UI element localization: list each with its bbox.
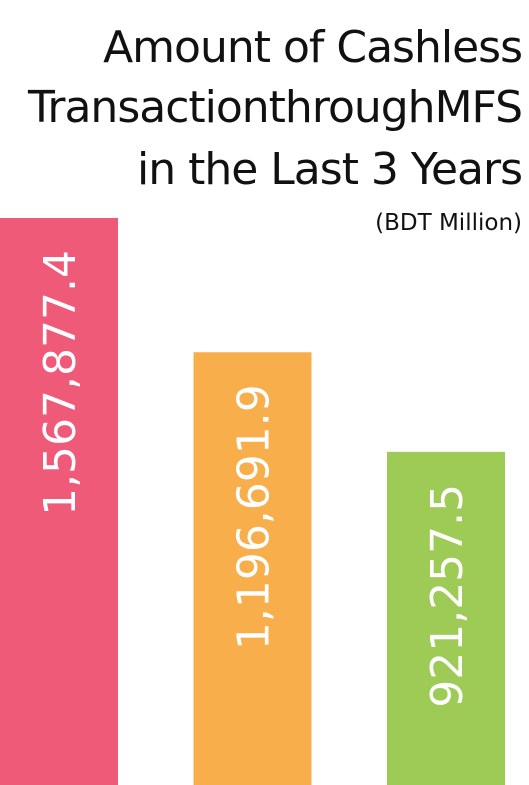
value-label: 921,257.5: [422, 484, 473, 708]
chart-title: in the Last 3 Years: [137, 144, 522, 195]
chart-title: Amount of Cashless: [103, 22, 522, 73]
bar: [0, 218, 118, 785]
value-label: 1,567,877.4: [35, 250, 86, 516]
bar: [387, 451, 505, 785]
bar: [193, 352, 312, 785]
chart-title: TransactionthroughMFS: [27, 82, 522, 133]
chart-subtitle: (BDT Million): [375, 210, 522, 236]
value-label: 1,196,691.9: [229, 384, 280, 650]
